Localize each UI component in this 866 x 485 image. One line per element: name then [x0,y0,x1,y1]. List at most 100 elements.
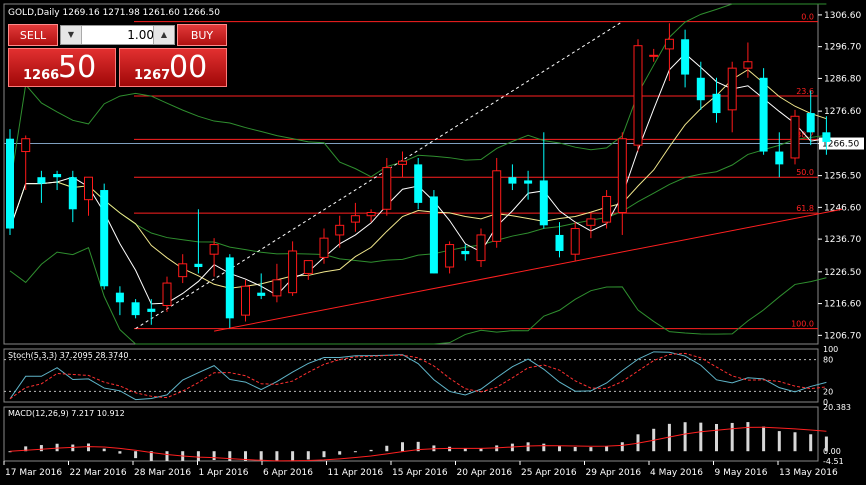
candle-body-bullish [319,237,329,258]
candle-body-bearish [147,308,156,312]
macd-histogram-bar [558,446,561,452]
lot-increase-arrow-icon[interactable]: ▲ [153,26,174,44]
candle-body-bullish [209,244,219,255]
price-axis-label: 1246.60 [824,203,861,213]
macd-histogram-bar [448,446,452,452]
macd-histogram-bar [573,446,577,452]
macd-histogram-bar [8,451,12,453]
macd-histogram-bar [244,451,247,461]
macd-histogram-bar [228,451,232,461]
candle-body-bearish [414,164,423,203]
macd-histogram-bar [793,432,797,452]
macd-frame [3,406,819,462]
candle-body-bullish [492,170,502,242]
macd-histogram-bar [275,451,279,461]
fib-level-label: 23.6 [796,87,814,96]
macd-histogram-bar [605,446,609,452]
support-trendline [214,208,843,332]
candle-body-bullish [743,61,753,69]
ask-price-pips: 00 [169,50,208,85]
macd-signal-line [9,426,827,462]
macd-histogram-bar [715,423,718,452]
macd-histogram-bar [87,443,90,452]
candle-body-bullish [617,138,627,213]
candle-body-bullish [649,54,659,57]
price-axis-label: 1236.70 [824,235,861,245]
price-axis-label: 1286.80 [824,74,861,84]
current-price-label: 1266.50 [822,140,859,150]
macd-histogram-bar [149,451,153,461]
macd-histogram-bar [118,451,122,454]
candle-body-bullish [602,195,612,223]
lot-size-stepper[interactable]: ▼ ▲ [60,25,175,45]
ask-price-button[interactable]: 1267 00 [119,48,227,87]
stoch-axis-label: 0 [823,398,828,407]
bid-price-button[interactable]: 1266 50 [8,48,116,87]
macd-histogram-bar [212,451,216,461]
ask-price-prefix: 1267 [134,68,171,83]
stoch-signal-line [9,352,827,400]
date-axis-label: 6 Apr 2016 [263,468,313,478]
candle-body-bearish [508,177,517,184]
date-axis-label: 13 May 2016 [779,468,838,478]
candle-body-bearish [681,39,690,75]
candle-body-bearish [100,190,109,287]
lot-decrease-arrow-icon[interactable]: ▼ [61,26,82,44]
candle-body-bearish [194,263,203,268]
price-axis-label: 1276.60 [824,107,861,117]
macd-histogram-bar [134,451,138,459]
price-axis-label: 1256.50 [824,172,861,182]
candle-body-bullish [288,250,298,294]
candle-body-bullish [633,45,643,146]
bollinger-middle-band [9,134,827,263]
stoch-frame [3,348,819,403]
macd-histogram-bar [683,422,687,452]
candle-body-bearish [429,196,438,274]
lot-size-input[interactable] [82,26,156,44]
sell-button[interactable]: SELL [8,24,58,46]
macd-histogram-bar [542,443,546,452]
candle-body-bearish [806,113,815,133]
date-axis-label: 1 Apr 2016 [199,468,249,478]
bollinger-upper-band [9,3,827,187]
macd-histogram-bar [589,447,593,452]
candle-body-bullish [350,215,360,223]
buy-button[interactable]: BUY [177,24,227,46]
price-axis-label: 1306.60 [824,11,861,21]
candle-body-bullish [178,263,188,278]
stoch-main-line [9,351,827,401]
date-axis-label: 25 Apr 2016 [521,468,577,478]
date-axis-label: 29 Apr 2016 [586,468,642,478]
macd-histogram-bar [322,451,326,458]
macd-histogram-bar [416,441,420,452]
stoch-label: Stoch(5,3,3) 37.2095 28.3740 [8,351,128,360]
macd-histogram-bar [824,436,828,452]
candle-body-bullish [84,176,93,201]
bid-price-prefix: 1266 [23,68,60,83]
candle-body-bearish [524,180,533,184]
candle-body-bearish [775,151,784,165]
stoch-axis-label: 100 [823,345,838,354]
candle-body-bullish [727,67,737,111]
date-axis-label: 15 Apr 2016 [392,468,448,478]
macd-histogram-bar [165,451,169,461]
macd-histogram-bar [306,451,310,460]
fib-level-label: 100.0 [791,320,814,329]
date-axis-label: 20 Apr 2016 [457,468,513,478]
date-axis-label: 9 May 2016 [715,468,768,478]
macd-histogram-bar [809,434,813,452]
price-axis-label: 1216.60 [824,300,861,310]
macd-axis-label: 20.383 [823,403,851,412]
candle-body-bullish [382,167,392,210]
candle-body-bullish [790,115,800,159]
candle-body-bearish [696,77,705,101]
chart-header-label: GOLD,Daily 1269.16 1271.98 1261.60 1266.… [8,8,220,18]
macd-histogram-bar [620,442,624,452]
macd-histogram-bar [24,446,28,452]
candle-body-bearish [225,257,234,319]
date-axis-label: 11 Apr 2016 [328,468,384,478]
fib-level-label: 0.0 [801,13,814,22]
candle-body-bullish [570,228,580,255]
candle-body-bullish [272,279,282,297]
